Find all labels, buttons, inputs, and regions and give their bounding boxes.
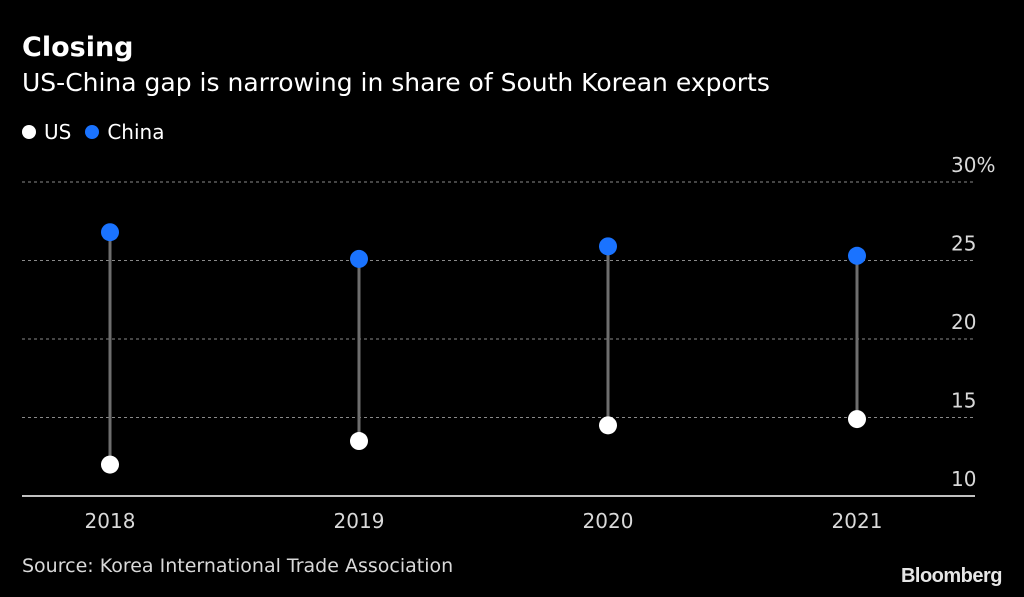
legend-item-china: China (85, 120, 164, 144)
source-note: Source: Korea International Trade Associ… (22, 555, 454, 577)
chart-title: Closing (22, 32, 134, 63)
y-tick-label: 10 (951, 467, 976, 491)
y-axis-ticks: 30% 25 20 15 10 (951, 153, 995, 491)
point-china (848, 246, 866, 265)
legend-marker-us (22, 125, 36, 139)
point-china (101, 223, 119, 242)
point-us (848, 410, 866, 429)
data-points (101, 223, 866, 474)
legend-label-us: US (44, 120, 72, 144)
legend-label-china: China (107, 120, 165, 144)
point-china (350, 249, 368, 268)
legend-item-us: US (22, 120, 71, 144)
x-axis-ticks: 2018 2019 2020 2021 (85, 509, 883, 533)
x-tick-label: 2019 (334, 509, 385, 533)
point-us (599, 416, 617, 435)
connectors (108, 232, 859, 465)
point-china (599, 237, 617, 256)
x-tick-label: 2018 (85, 509, 136, 533)
y-tick-label: 20 (951, 310, 976, 334)
legend-marker-china (85, 125, 100, 139)
y-tick-label: 25 (951, 232, 976, 256)
y-tick-label: 30% (951, 153, 995, 177)
point-us (350, 432, 368, 451)
gridlines (22, 181, 975, 418)
x-tick-label: 2020 (583, 509, 634, 533)
bloomberg-logo: Bloomberg (900, 565, 1003, 587)
legend: US China (22, 119, 178, 145)
chart-subtitle: US-China gap is narrowing in share of So… (22, 68, 770, 97)
point-us (101, 455, 119, 474)
x-tick-label: 2021 (832, 509, 883, 533)
y-tick-label: 15 (951, 389, 976, 413)
